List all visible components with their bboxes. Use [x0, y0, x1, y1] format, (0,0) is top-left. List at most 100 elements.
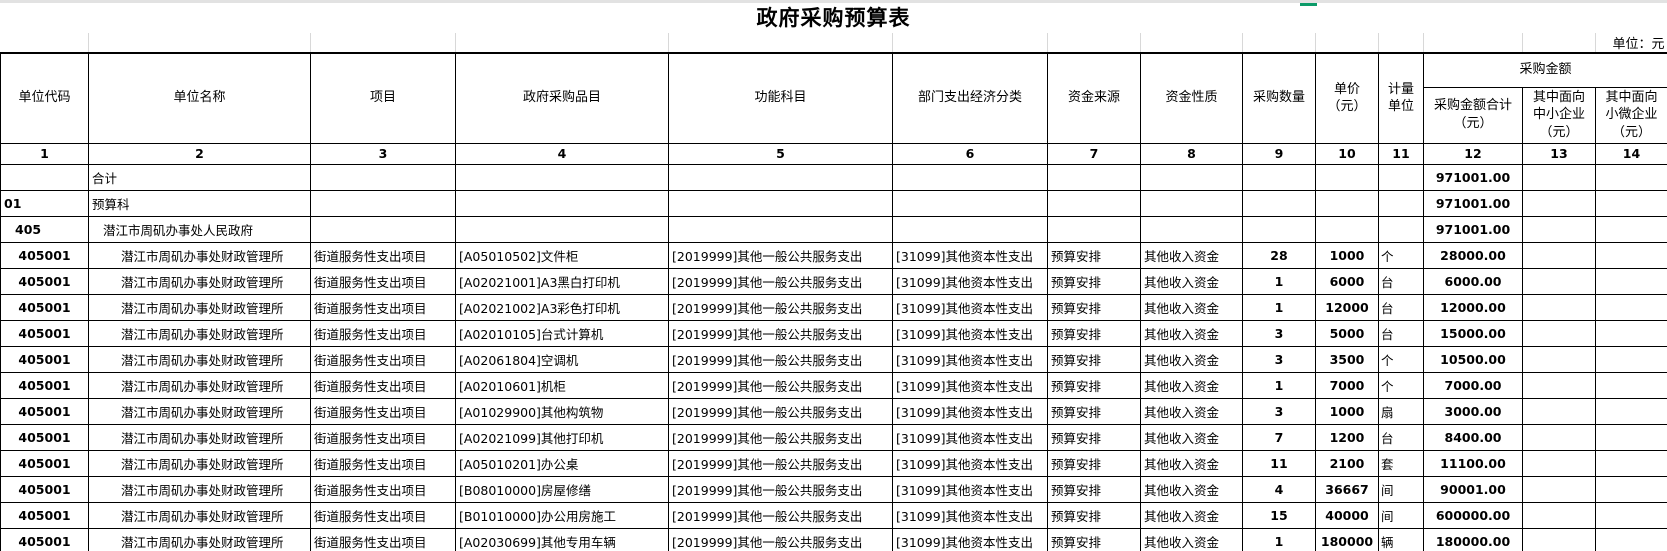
cell-name[interactable]: 潜江市周矶办事处财政管理所 — [88, 267, 311, 295]
cell-qty[interactable] — [1242, 163, 1316, 191]
cell-total[interactable]: 15000.00 — [1423, 319, 1523, 347]
cell-code[interactable] — [0, 163, 89, 191]
cell-func[interactable]: [2019999]其他一般公共服务支出 — [668, 319, 893, 347]
cell-unit[interactable]: 个 — [1378, 345, 1424, 373]
header-unit[interactable]: 计量 单位 — [1378, 52, 1424, 144]
cell-econ[interactable] — [892, 163, 1048, 191]
cell-total[interactable]: 11100.00 — [1423, 449, 1523, 477]
cell-func[interactable]: [2019999]其他一般公共服务支出 — [668, 371, 893, 399]
cell-source[interactable] — [1047, 163, 1141, 191]
cell-source[interactable]: 预算安排 — [1047, 527, 1141, 551]
cell-econ[interactable]: [31099]其他资本性支出 — [892, 423, 1048, 451]
column-number-12[interactable]: 12 — [1423, 142, 1523, 165]
cell-econ[interactable] — [892, 215, 1048, 243]
cell-unit[interactable]: 间 — [1378, 501, 1424, 529]
cell-unit[interactable]: 套 — [1378, 449, 1424, 477]
cell-name[interactable]: 潜江市周矶办事处财政管理所 — [88, 241, 311, 269]
cell-sme[interactable] — [1522, 241, 1596, 269]
column-number-6[interactable]: 6 — [892, 142, 1048, 165]
cell-source[interactable]: 预算安排 — [1047, 475, 1141, 503]
column-number-11[interactable]: 11 — [1378, 142, 1424, 165]
cell-item[interactable]: [A02021099]其他打印机 — [455, 423, 669, 451]
cell-source[interactable]: 预算安排 — [1047, 267, 1141, 295]
cell-code[interactable]: 405001 — [0, 319, 89, 347]
cell-price[interactable]: 7000 — [1315, 371, 1379, 399]
cell-sme[interactable] — [1522, 527, 1596, 551]
cell-qty[interactable]: 1 — [1242, 293, 1316, 321]
cell-func[interactable] — [668, 163, 893, 191]
cell-total[interactable]: 12000.00 — [1423, 293, 1523, 321]
cell-name[interactable]: 潜江市周矶办事处财政管理所 — [88, 293, 311, 321]
cell-code[interactable]: 405001 — [0, 449, 89, 477]
cell-unit[interactable]: 扇 — [1378, 397, 1424, 425]
cell-micro[interactable] — [1595, 397, 1667, 425]
cell-micro[interactable] — [1595, 501, 1667, 529]
cell-item[interactable]: [A02010601]机柜 — [455, 371, 669, 399]
cell-source[interactable]: 预算安排 — [1047, 345, 1141, 373]
cell-total[interactable]: 971001.00 — [1423, 163, 1523, 191]
cell-qty[interactable]: 15 — [1242, 501, 1316, 529]
column-number-4[interactable]: 4 — [455, 142, 669, 165]
cell-func[interactable]: [2019999]其他一般公共服务支出 — [668, 475, 893, 503]
cell-price[interactable]: 1000 — [1315, 241, 1379, 269]
cell-price[interactable]: 180000 — [1315, 527, 1379, 551]
cell-unit[interactable]: 间 — [1378, 475, 1424, 503]
cell-func[interactable]: [2019999]其他一般公共服务支出 — [668, 241, 893, 269]
cell-project[interactable] — [310, 215, 456, 243]
cell-micro[interactable] — [1595, 163, 1667, 191]
cell-qty[interactable] — [1242, 189, 1316, 217]
cell-name[interactable]: 潜江市周矶办事处财政管理所 — [88, 371, 311, 399]
cell-item[interactable]: [A02010105]台式计算机 — [455, 319, 669, 347]
cell-source[interactable]: 预算安排 — [1047, 449, 1141, 477]
cell-item[interactable] — [455, 215, 669, 243]
cell-qty[interactable]: 1 — [1242, 267, 1316, 295]
cell-func[interactable] — [668, 215, 893, 243]
cell-price[interactable]: 1200 — [1315, 423, 1379, 451]
cell-func[interactable]: [2019999]其他一般公共服务支出 — [668, 449, 893, 477]
cell-name[interactable]: 潜江市周矶办事处财政管理所 — [88, 319, 311, 347]
header-micro[interactable]: 其中面向 小微企业 （元） — [1595, 86, 1667, 144]
cell-project[interactable]: 街道服务性支出项目 — [310, 449, 456, 477]
cell-func[interactable]: [2019999]其他一般公共服务支出 — [668, 345, 893, 373]
cell-qty[interactable]: 28 — [1242, 241, 1316, 269]
cell-source[interactable] — [1047, 215, 1141, 243]
cell-qty[interactable]: 7 — [1242, 423, 1316, 451]
cell-source[interactable]: 预算安排 — [1047, 293, 1141, 321]
cell-price[interactable]: 36667 — [1315, 475, 1379, 503]
column-number-5[interactable]: 5 — [668, 142, 893, 165]
cell-name[interactable]: 潜江市周矶办事处财政管理所 — [88, 423, 311, 451]
cell-code[interactable]: 405001 — [0, 475, 89, 503]
cell-sme[interactable] — [1522, 319, 1596, 347]
cell-code[interactable]: 405001 — [0, 501, 89, 529]
cell-name[interactable]: 潜江市周矶办事处财政管理所 — [88, 345, 311, 373]
cell-nature[interactable]: 其他收入资金 — [1140, 241, 1243, 269]
cell-item[interactable]: [A02021002]A3彩色打印机 — [455, 293, 669, 321]
cell-code[interactable]: 405001 — [0, 371, 89, 399]
cell-micro[interactable] — [1595, 293, 1667, 321]
cell-nature[interactable]: 其他收入资金 — [1140, 293, 1243, 321]
cell-qty[interactable]: 3 — [1242, 319, 1316, 347]
cell-total[interactable]: 180000.00 — [1423, 527, 1523, 551]
cell-name[interactable]: 合计 — [88, 163, 311, 191]
cell-unit[interactable] — [1378, 189, 1424, 217]
cell-code[interactable]: 405001 — [0, 241, 89, 269]
cell-func[interactable]: [2019999]其他一般公共服务支出 — [668, 423, 893, 451]
cell-name[interactable]: 潜江市周矶办事处财政管理所 — [88, 449, 311, 477]
cell-project[interactable]: 街道服务性支出项目 — [310, 267, 456, 295]
cell-sme[interactable] — [1522, 423, 1596, 451]
cell-project[interactable]: 街道服务性支出项目 — [310, 475, 456, 503]
header-source[interactable]: 资金来源 — [1047, 52, 1141, 144]
cell-name[interactable]: 潜江市周矶办事处财政管理所 — [88, 397, 311, 425]
column-number-14[interactable]: 14 — [1595, 142, 1667, 165]
cell-code[interactable]: 405001 — [0, 293, 89, 321]
cell-sme[interactable] — [1522, 475, 1596, 503]
cell-total[interactable]: 3000.00 — [1423, 397, 1523, 425]
cell-price[interactable]: 3500 — [1315, 345, 1379, 373]
cell-func[interactable]: [2019999]其他一般公共服务支出 — [668, 293, 893, 321]
cell-code[interactable]: 405001 — [0, 527, 89, 551]
cell-econ[interactable]: [31099]其他资本性支出 — [892, 475, 1048, 503]
cell-item[interactable]: [A05010201]办公桌 — [455, 449, 669, 477]
cell-project[interactable]: 街道服务性支出项目 — [310, 397, 456, 425]
header-name[interactable]: 单位名称 — [88, 52, 311, 144]
cell-func[interactable]: [2019999]其他一般公共服务支出 — [668, 527, 893, 551]
